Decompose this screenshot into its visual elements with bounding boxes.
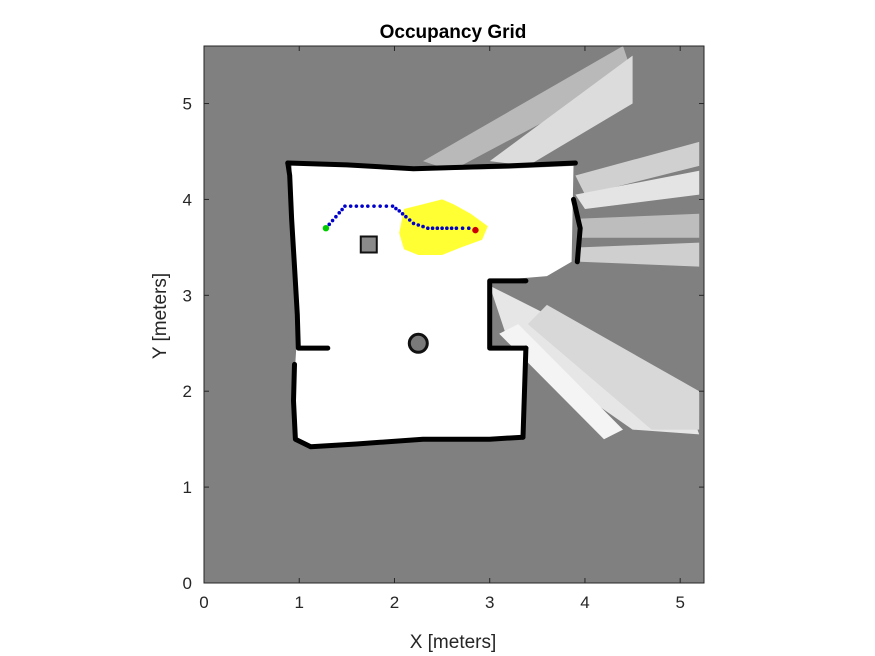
- path-point: [378, 204, 382, 208]
- path-point: [466, 226, 471, 230]
- y-tick-label: 3: [183, 286, 192, 305]
- axes-box: [203, 45, 705, 584]
- start-marker: [322, 224, 330, 232]
- path-point: [343, 204, 347, 208]
- occupied-walls: [285, 160, 583, 450]
- path-point: [390, 204, 395, 208]
- path-point: [426, 226, 430, 230]
- y-tick-label: 1: [183, 478, 192, 497]
- x-tick-label: 3: [485, 593, 494, 612]
- path-point: [384, 204, 389, 208]
- ray-region: [575, 170, 700, 209]
- path-point: [430, 226, 435, 230]
- ray-region: [527, 304, 700, 430]
- path-point: [366, 204, 370, 208]
- y-tick-label: 2: [183, 382, 192, 401]
- x-axis-label: X [meters]: [410, 632, 497, 653]
- path-point: [440, 226, 444, 230]
- x-tick-label: 2: [390, 593, 399, 612]
- path-point: [354, 204, 359, 208]
- path-point: [460, 226, 465, 230]
- x-tick-label: 1: [295, 593, 304, 612]
- sensor-ray-regions: [423, 46, 700, 440]
- path-point: [330, 218, 335, 223]
- path-point: [416, 223, 421, 227]
- wall-segment: [285, 160, 331, 351]
- wall-segment: [520, 345, 529, 440]
- ray-region: [423, 46, 633, 171]
- y-tick-label: 0: [183, 574, 192, 593]
- x-tick-label: 5: [675, 593, 684, 612]
- path-point: [327, 222, 332, 227]
- y-axis-label: Y [meters]: [150, 273, 171, 359]
- path-point: [435, 226, 440, 230]
- path-point: [340, 207, 344, 212]
- wall-segment: [291, 361, 526, 450]
- path-point: [372, 204, 376, 208]
- obstacle-square: [359, 235, 378, 254]
- wall-segment: [487, 278, 529, 351]
- ray-region: [499, 324, 623, 440]
- path-point: [348, 204, 353, 208]
- x-axis-ticks: 0 1 2 3 4 5: [199, 46, 685, 612]
- y-axis-ticks: 0 1 2 3 4 5: [183, 95, 704, 593]
- ray-region: [489, 55, 633, 166]
- path-point: [394, 206, 398, 211]
- ray-region: [580, 242, 700, 267]
- path-point: [407, 218, 412, 222]
- free-space-region: [291, 164, 574, 447]
- x-tick-label: 4: [580, 593, 589, 612]
- chart-title: Occupancy Grid: [380, 22, 527, 43]
- path-point: [445, 226, 449, 230]
- path-point: [404, 214, 408, 219]
- path-point: [411, 221, 416, 226]
- ray-region: [575, 141, 700, 195]
- path-point: [421, 224, 425, 229]
- goal-marker: [472, 226, 479, 234]
- y-tick-label: 4: [183, 190, 192, 209]
- path-point: [337, 211, 342, 215]
- path-point: [360, 204, 364, 208]
- path-point: [449, 226, 454, 230]
- path-point: [400, 212, 405, 216]
- y-tick-label: 5: [183, 95, 192, 114]
- obstacles: [359, 235, 429, 354]
- wall-segment: [285, 160, 578, 172]
- ray-region: [580, 213, 700, 238]
- plot-area: [204, 46, 704, 583]
- wall-segment: [571, 196, 583, 265]
- path-point: [397, 209, 402, 213]
- path-point: [334, 214, 338, 219]
- path-point: [454, 226, 459, 230]
- obstacle-round: [407, 332, 429, 354]
- x-tick-label: 0: [199, 593, 208, 612]
